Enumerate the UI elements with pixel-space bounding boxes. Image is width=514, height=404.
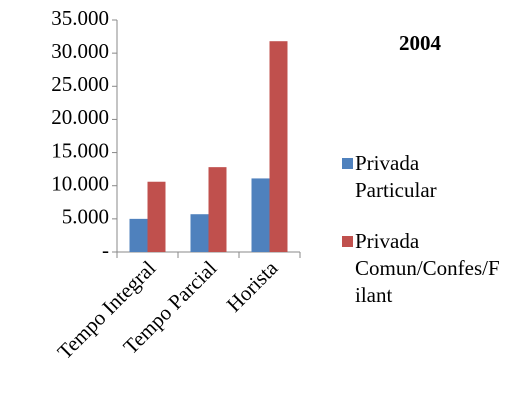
bar xyxy=(129,218,148,252)
legend-label: Privada Comun/Confes/Filant xyxy=(355,229,500,307)
legend-swatch xyxy=(342,236,353,247)
y-tick-label: 25.000 xyxy=(51,72,109,96)
y-tick-label: 5.000 xyxy=(62,205,109,229)
y-tick-label: 35.000 xyxy=(51,6,109,30)
y-tick-label: 15.000 xyxy=(51,138,109,162)
y-tick-label: 30.000 xyxy=(51,39,109,63)
bar xyxy=(208,167,227,252)
bar xyxy=(190,214,209,252)
chart-title: 2004 xyxy=(399,31,442,55)
bar xyxy=(251,178,270,252)
legend-swatch xyxy=(342,158,353,169)
y-tick-label: 10.000 xyxy=(51,172,109,196)
bar xyxy=(269,41,288,253)
x-tick-label: Horista xyxy=(222,255,283,316)
y-tick-label: 20.000 xyxy=(51,105,109,129)
bar xyxy=(147,181,166,252)
y-tick-label: - xyxy=(102,238,109,262)
legend-label: Privada Particular xyxy=(355,151,437,202)
